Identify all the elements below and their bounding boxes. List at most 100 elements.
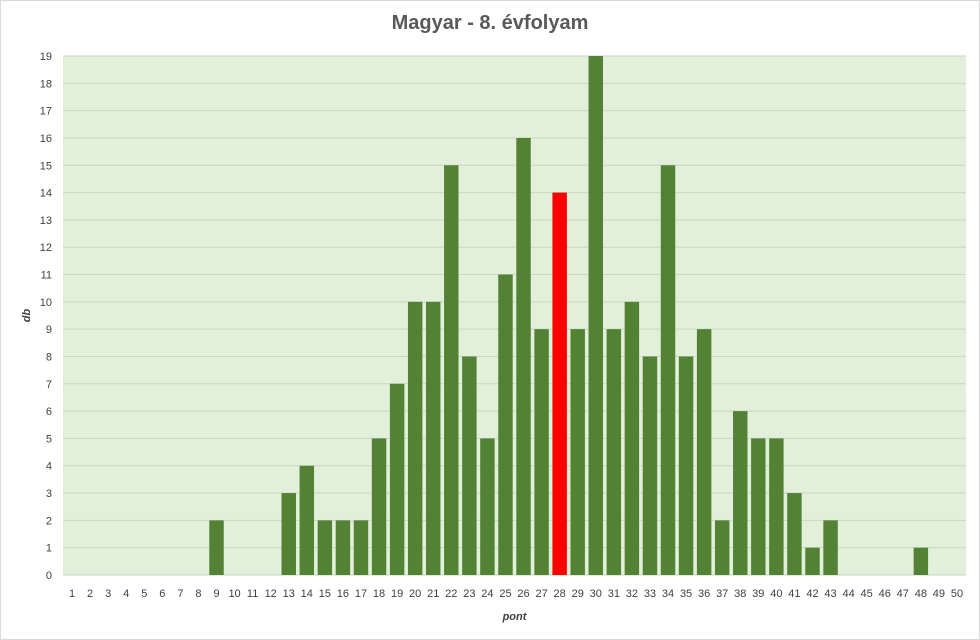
x-tick-label: 1: [69, 588, 75, 600]
y-tick-label: 12: [40, 242, 52, 254]
chart-title: Magyar - 8. évfolyam: [391, 12, 589, 34]
bar: [570, 329, 585, 575]
x-tick-label: 17: [355, 588, 367, 600]
bar: [624, 301, 640, 575]
x-axis-title: pont: [502, 611, 528, 623]
y-tick-label: 8: [46, 351, 52, 363]
x-tick-label: 26: [517, 588, 529, 600]
bar: [660, 165, 676, 575]
x-tick-label: 16: [337, 588, 349, 600]
bar: [299, 465, 315, 575]
x-tick-label: 37: [716, 588, 728, 600]
x-tick-label: 47: [897, 588, 909, 600]
x-tick-label: 50: [951, 588, 963, 600]
x-tick-label: 43: [824, 588, 836, 600]
x-tick-label: 30: [590, 588, 602, 600]
x-tick-label: 14: [301, 588, 313, 600]
x-tick-label: 8: [195, 588, 201, 600]
x-tick-label: 49: [933, 588, 945, 600]
y-tick-label: 1: [46, 543, 52, 555]
x-tick-label: 34: [662, 588, 674, 600]
x-tick-label: 24: [481, 588, 493, 600]
bar: [823, 520, 838, 575]
x-tick-label: 44: [842, 588, 854, 600]
bar: [444, 165, 459, 575]
y-tick-label: 17: [40, 106, 52, 118]
x-tick-label: 21: [427, 588, 439, 600]
y-tick-label: 7: [46, 379, 52, 391]
bar: [480, 438, 495, 575]
x-tick-label: 7: [177, 588, 183, 600]
x-tick-label: 36: [698, 588, 710, 600]
x-tick-label: 19: [391, 588, 403, 600]
x-tick-label: 6: [159, 588, 165, 600]
y-tick-label: 2: [46, 515, 52, 527]
x-tick-label: 31: [608, 588, 620, 600]
y-tick-label: 11: [41, 270, 52, 282]
y-axis-title: db: [21, 309, 33, 323]
x-tick-label: 18: [373, 588, 385, 600]
y-tick-label: 15: [40, 160, 52, 172]
x-tick-label: 4: [123, 588, 129, 600]
x-tick-label: 29: [572, 588, 584, 600]
y-tick-label: 3: [46, 488, 52, 500]
plot-area: [63, 56, 966, 575]
x-tick-label: 10: [228, 588, 240, 600]
y-tick-label: 19: [40, 51, 52, 63]
bar: [371, 438, 387, 575]
y-tick-label: 4: [46, 461, 52, 473]
bar: [714, 520, 730, 575]
bar: [606, 329, 622, 575]
y-tick-label: 16: [40, 133, 52, 145]
x-tick-label: 33: [644, 588, 656, 600]
bar: [805, 547, 820, 575]
x-tick-label: 9: [213, 588, 219, 600]
bar: [733, 411, 748, 575]
x-tick-label: 27: [535, 588, 547, 600]
x-tick-label: 35: [680, 588, 692, 600]
y-tick-label: 13: [40, 215, 52, 227]
bar: [426, 301, 441, 575]
bar: [335, 520, 351, 575]
x-tick-label: 45: [861, 588, 873, 600]
bar: [209, 520, 224, 575]
gridlines: [63, 55, 966, 576]
bar: [353, 520, 369, 575]
bar: [516, 137, 531, 575]
x-tick-label: 22: [445, 588, 457, 600]
x-tick-label: 46: [879, 588, 891, 600]
y-tick-label: 6: [46, 406, 52, 418]
x-tick-label: 42: [806, 588, 818, 600]
y-tick-label: 0: [46, 570, 52, 582]
x-tick-label: 23: [463, 588, 475, 600]
x-tick-label: 32: [626, 588, 638, 600]
x-tick-label: 5: [141, 588, 147, 600]
x-tick-label: 12: [265, 588, 277, 600]
bars: [209, 56, 929, 575]
x-tick-label: 11: [247, 588, 258, 600]
bar: [389, 383, 405, 575]
x-tick-label: 39: [752, 588, 764, 600]
x-tick-label: 41: [788, 588, 800, 600]
x-tick-label: 20: [409, 588, 421, 600]
bar: [588, 56, 603, 575]
bar: [696, 329, 712, 575]
x-tick-label: 40: [770, 588, 782, 600]
bar: [913, 547, 929, 575]
x-tick-label: 25: [499, 588, 511, 600]
bar: [769, 438, 784, 575]
bar: [498, 274, 513, 575]
x-tick-label: 48: [915, 588, 927, 600]
bar: [317, 520, 333, 575]
y-tick-label: 5: [46, 433, 52, 445]
x-tick-label: 28: [554, 588, 566, 600]
x-tick-label: 38: [734, 588, 746, 600]
bar: [552, 192, 567, 575]
bar: [751, 438, 766, 575]
bar: [462, 356, 477, 575]
y-tick-label: 14: [40, 188, 52, 200]
bar: [534, 329, 549, 575]
bar: [642, 356, 658, 575]
